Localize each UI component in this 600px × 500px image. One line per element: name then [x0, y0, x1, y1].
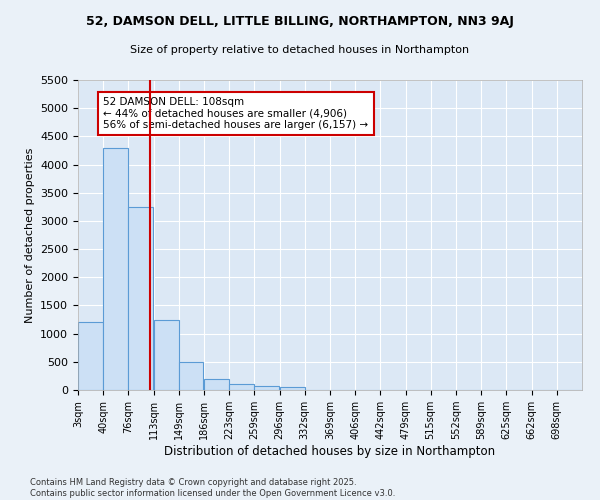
Bar — [128, 207, 153, 390]
Bar — [254, 386, 279, 390]
Text: 52 DAMSON DELL: 108sqm
← 44% of detached houses are smaller (4,906)
56% of semi-: 52 DAMSON DELL: 108sqm ← 44% of detached… — [103, 97, 368, 130]
Bar — [280, 387, 305, 390]
Y-axis label: Number of detached properties: Number of detached properties — [25, 148, 35, 322]
Bar — [154, 320, 179, 390]
X-axis label: Distribution of detached houses by size in Northampton: Distribution of detached houses by size … — [164, 445, 496, 458]
Text: Contains HM Land Registry data © Crown copyright and database right 2025.
Contai: Contains HM Land Registry data © Crown c… — [30, 478, 395, 498]
Bar — [229, 384, 254, 390]
Text: 52, DAMSON DELL, LITTLE BILLING, NORTHAMPTON, NN3 9AJ: 52, DAMSON DELL, LITTLE BILLING, NORTHAM… — [86, 15, 514, 28]
Bar — [204, 378, 229, 390]
Bar — [103, 148, 128, 390]
Bar — [179, 362, 203, 390]
Bar — [78, 322, 103, 390]
Text: Size of property relative to detached houses in Northampton: Size of property relative to detached ho… — [130, 45, 470, 55]
